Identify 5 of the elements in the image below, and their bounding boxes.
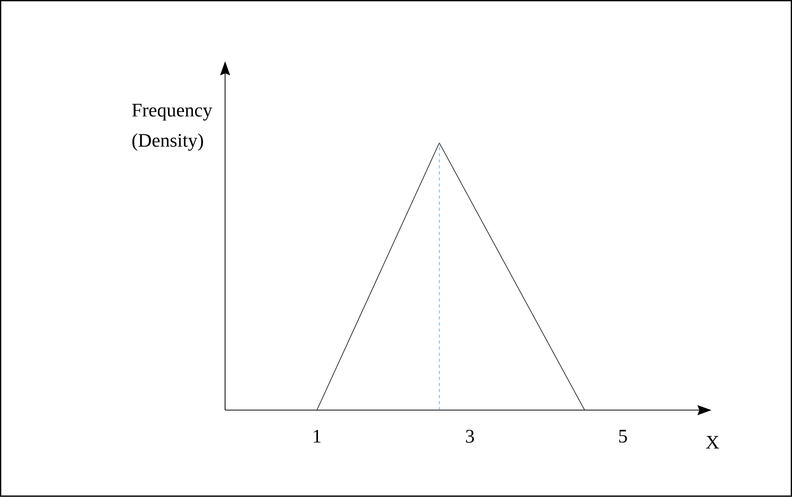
x-tick-label: 5 [619,430,627,443]
x-tick-label: 3 [466,430,474,443]
y-axis-title: Frequency (Density) [132,104,212,151]
x-tick-label: 1 [314,430,321,443]
x-axis-title: X [706,436,720,449]
